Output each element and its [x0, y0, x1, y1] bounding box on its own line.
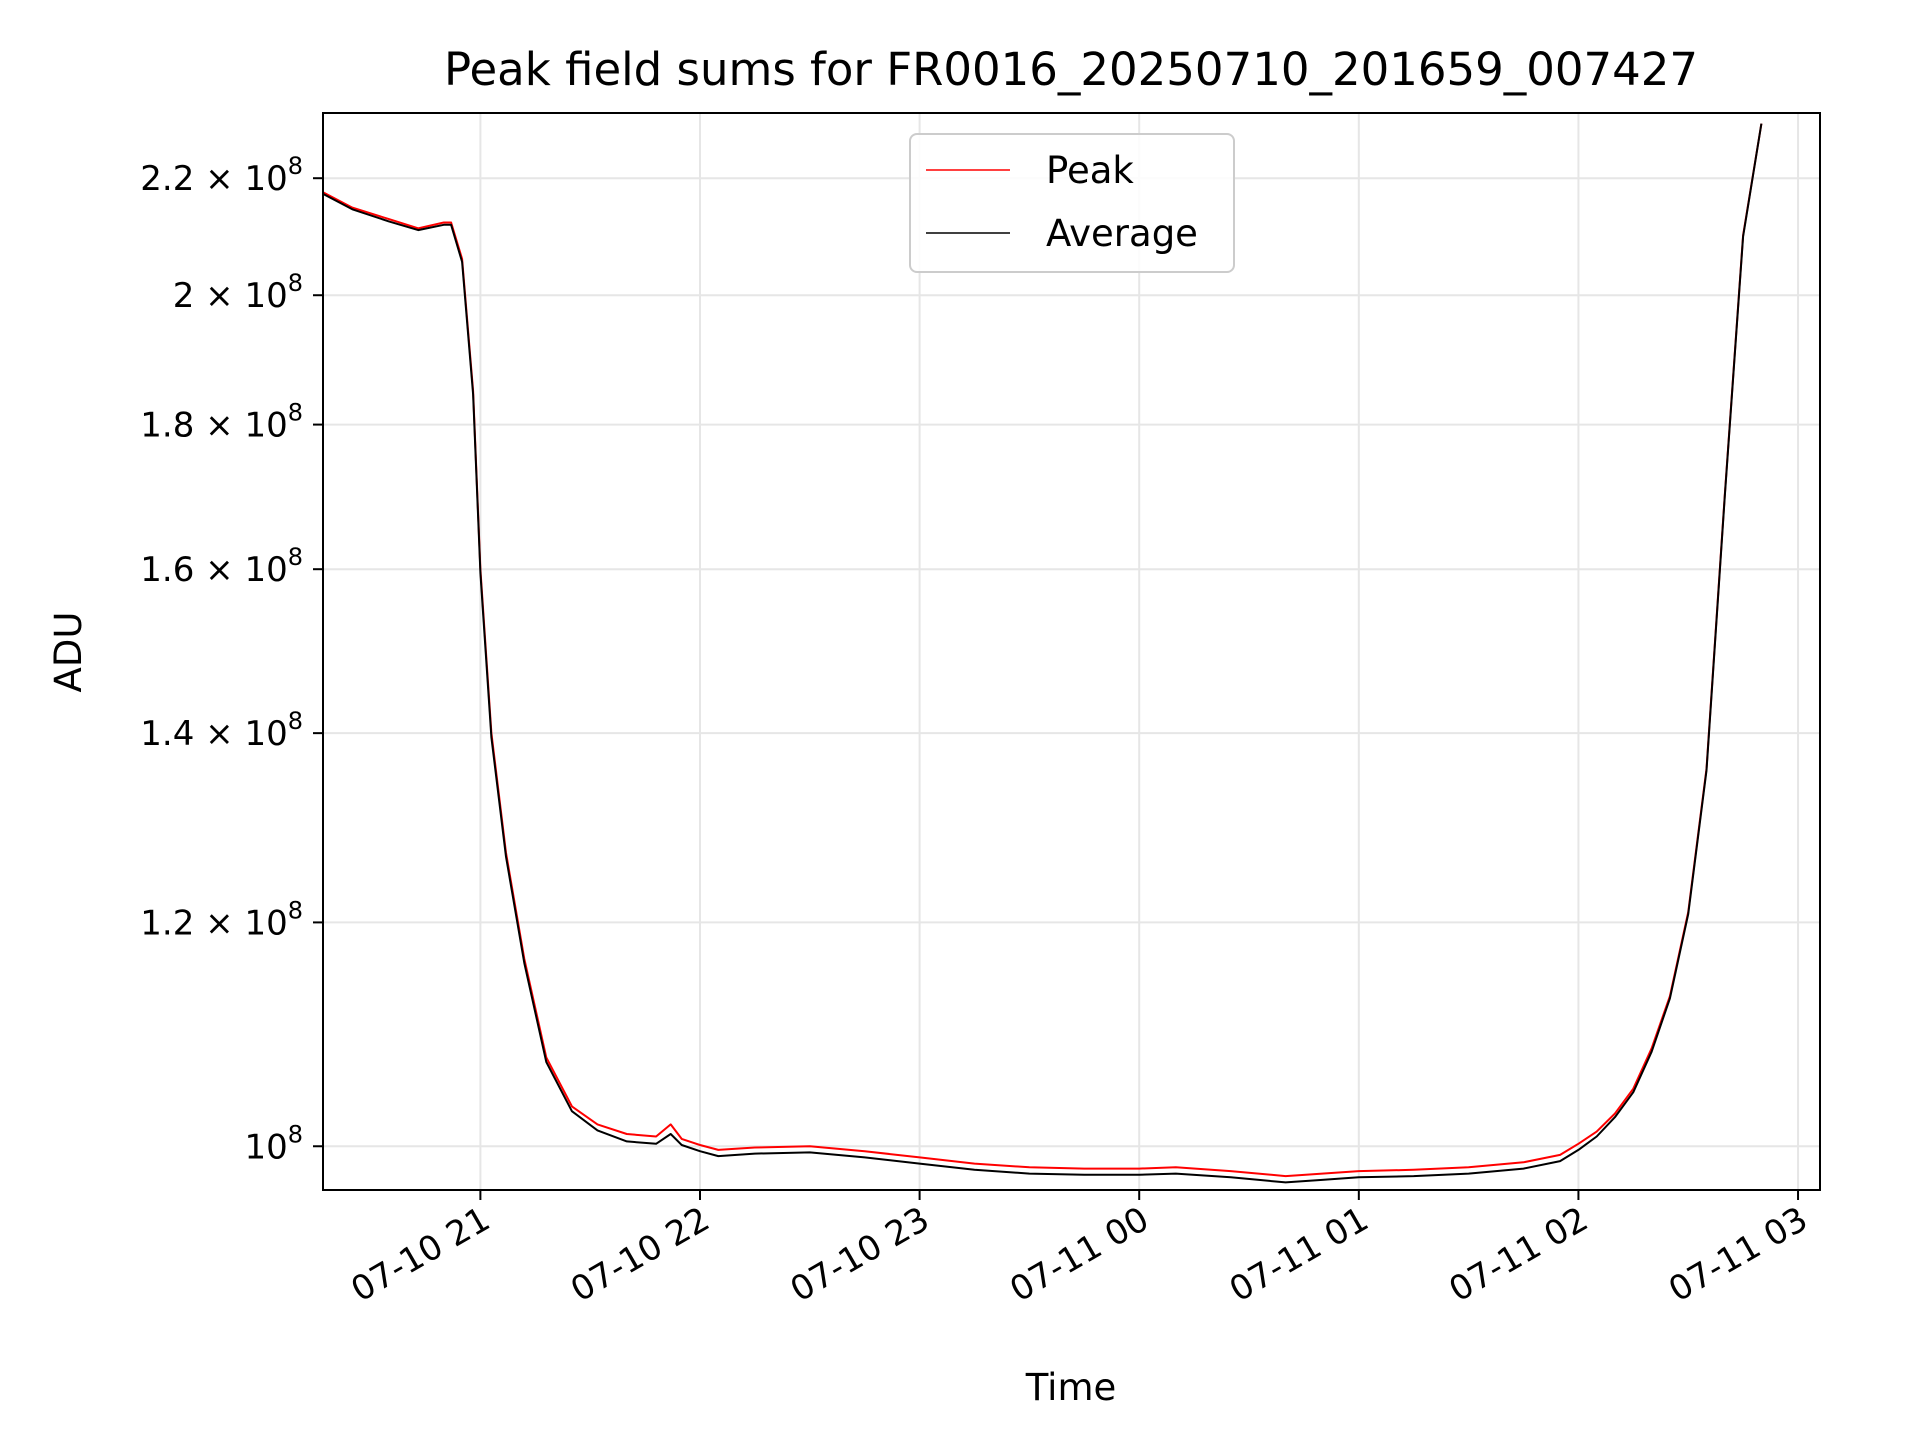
y-tick-label: 108	[244, 1120, 303, 1167]
legend: Peak Average	[909, 133, 1235, 273]
legend-label-average: Average	[1046, 212, 1198, 255]
y-tick-label: 2 × 108	[173, 269, 303, 316]
series-line-average	[323, 123, 1763, 1184]
y-tick-label: 2.2 × 108	[140, 152, 303, 199]
x-axis-label: Time	[1025, 1366, 1117, 1409]
plot-frame	[322, 112, 1821, 1191]
y-axis-label: ADU	[47, 612, 90, 693]
series-layer	[323, 123, 1763, 1184]
legend-label-peak: Peak	[1046, 149, 1134, 192]
y-tick-label: 1.2 × 108	[140, 896, 303, 943]
legend-box	[909, 133, 1235, 273]
y-tick-label: 1.8 × 108	[140, 399, 303, 446]
y-axis: 108 1.2 × 108 1.4 × 108 1.6 × 108 1.8 × 108 2…	[140, 152, 323, 1167]
y-tick-label: 1.4 × 108	[140, 707, 303, 754]
chart-title: Peak field sums for FR0016_20250710_2016…	[444, 43, 1698, 96]
y-tick-label: 1.6 × 108	[140, 543, 303, 590]
